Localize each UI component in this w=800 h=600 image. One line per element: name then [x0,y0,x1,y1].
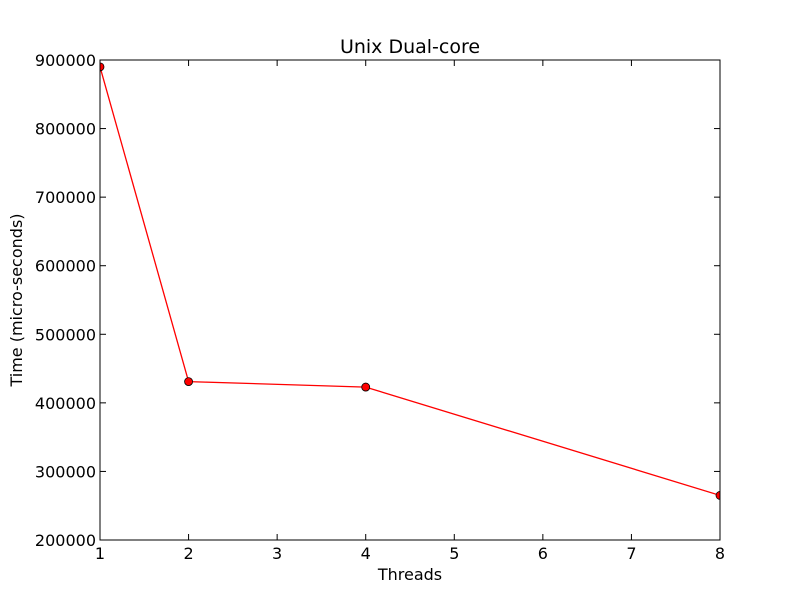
x-tick-label: 3 [272,544,282,563]
x-tick-label: 6 [538,544,548,563]
y-tick-label: 500000 [35,325,96,344]
data-point [184,377,193,387]
chart-title: Unix Dual-core [340,36,480,58]
data-point [100,62,105,72]
y-tick-label: 400000 [35,394,96,413]
x-tick-label: 1 [95,544,105,563]
x-tick-label: 5 [449,544,459,563]
y-tick-label: 600000 [35,257,96,276]
x-tick-label: 8 [715,544,725,563]
y-tick-label: 700000 [35,188,96,207]
y-tick-label: 800000 [35,120,96,139]
x-tick-label: 2 [183,544,193,563]
x-tick-label: 7 [626,544,636,563]
y-tick-label: 300000 [35,462,96,481]
y-axis-title: Time (micro-seconds) [7,213,26,387]
y-tick-label: 900000 [35,51,96,70]
x-tick-label: 4 [361,544,371,563]
data-point [361,382,371,392]
data-point [715,491,720,500]
y-axis-title-group: Time (micro-seconds) [7,213,26,387]
series-layer [100,62,720,500]
ticks: 1 2 3 4 5 6 7 8 200000 300000 400000 500000 600000 70… [35,51,725,563]
plot-frame [99,59,721,541]
x-axis-title: Threads [377,565,442,584]
series-0 [100,62,720,500]
y-tick-label: 200000 [35,531,96,550]
series-line [100,66,720,497]
